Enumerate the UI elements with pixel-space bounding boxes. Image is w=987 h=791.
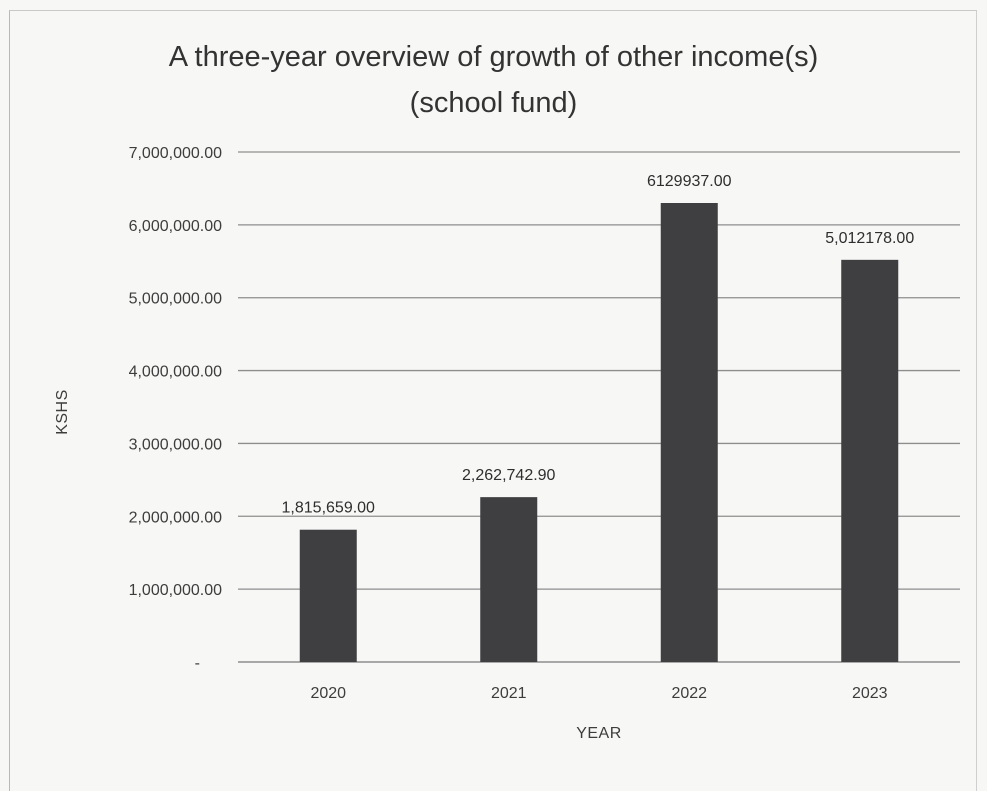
chart-title: A three-year overview of growth of other…	[168, 41, 819, 73]
bar-2022	[660, 203, 718, 662]
data-labels: 1,815,659.00 2,262,742.90 6129937.00 5,0121…	[282, 173, 915, 517]
y-tick-label: 4,000,000.00	[129, 364, 223, 381]
y-tick-label: 2,000,000.00	[129, 509, 223, 526]
bar-2020	[299, 529, 357, 662]
data-label-2022: 6129937.00	[647, 173, 732, 190]
data-label-2023: 5,012178.00	[825, 230, 914, 247]
bar-2021	[480, 497, 538, 662]
gridlines	[238, 151, 960, 663]
x-axis-title: YEAR	[576, 725, 622, 742]
y-tick-label: -	[195, 655, 200, 672]
y-tick-label: 3,000,000.00	[129, 436, 223, 453]
y-tick-label: 1,000,000.00	[129, 582, 223, 599]
y-axis-title: KSHS	[54, 389, 71, 435]
x-tick-label-2021: 2021	[491, 685, 527, 702]
y-tick-label: 5,000,000.00	[129, 291, 223, 308]
data-label-2021: 2,262,742.90	[462, 467, 556, 484]
x-tick-label-2022: 2022	[671, 685, 707, 702]
x-tick-label-2023: 2023	[852, 685, 888, 702]
bars	[299, 203, 899, 662]
chart-frame	[9, 10, 977, 791]
y-axis-tick-labels: - 1,000,000.00 2,000,000.00 3,000,000.00 4,0…	[129, 145, 223, 672]
y-tick-label: 7,000,000.00	[129, 145, 223, 162]
x-axis-tick-labels: 2020 2021 2022 2023	[310, 685, 887, 702]
y-tick-label: 6,000,000.00	[129, 218, 223, 235]
x-tick-label-2020: 2020	[310, 685, 346, 702]
chart-subtitle: (school fund)	[409, 87, 578, 119]
bar-2023	[841, 259, 899, 662]
data-label-2020: 1,815,659.00	[282, 500, 376, 517]
